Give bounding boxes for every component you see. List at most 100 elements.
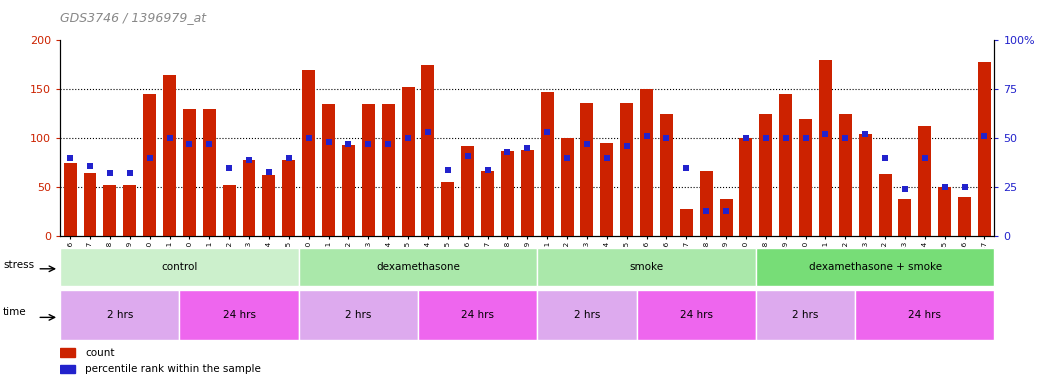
Bar xyxy=(621,103,633,236)
Text: time: time xyxy=(3,307,27,318)
Bar xyxy=(541,92,553,236)
Bar xyxy=(322,104,335,236)
Point xyxy=(976,133,992,139)
Bar xyxy=(282,160,295,236)
Bar xyxy=(441,182,455,236)
Point xyxy=(717,208,734,214)
Bar xyxy=(640,89,653,236)
Bar xyxy=(719,199,733,236)
Bar xyxy=(700,170,713,236)
Text: 2 hrs: 2 hrs xyxy=(346,310,372,320)
Bar xyxy=(302,70,316,236)
Bar xyxy=(60,290,180,340)
Bar xyxy=(636,290,756,340)
Bar xyxy=(501,151,514,236)
Point xyxy=(439,167,456,173)
Bar xyxy=(739,138,753,236)
Bar xyxy=(104,185,116,236)
Point xyxy=(519,145,536,151)
Point xyxy=(578,141,595,147)
Text: percentile rank within the sample: percentile rank within the sample xyxy=(85,364,261,374)
Bar xyxy=(799,119,812,236)
Bar xyxy=(660,114,673,236)
Bar xyxy=(580,103,594,236)
Bar xyxy=(183,109,196,236)
Point xyxy=(837,135,853,141)
Text: dexamethasone + smoke: dexamethasone + smoke xyxy=(809,262,941,272)
Text: dexamethasone: dexamethasone xyxy=(376,262,460,272)
Point xyxy=(360,141,377,147)
Point xyxy=(181,141,197,147)
Bar xyxy=(855,290,994,340)
Point xyxy=(658,135,675,141)
Text: control: control xyxy=(161,262,197,272)
Bar xyxy=(780,94,792,236)
Point xyxy=(599,155,616,161)
Point xyxy=(261,169,277,175)
Bar xyxy=(143,94,156,236)
Text: 24 hrs: 24 hrs xyxy=(222,310,255,320)
Bar xyxy=(243,160,255,236)
Bar xyxy=(878,174,892,236)
Bar xyxy=(938,187,951,236)
Bar xyxy=(600,143,613,236)
Point xyxy=(698,208,714,214)
Bar xyxy=(958,197,972,236)
Point xyxy=(161,135,177,141)
Point xyxy=(936,184,953,190)
Point xyxy=(817,131,834,137)
Text: 24 hrs: 24 hrs xyxy=(908,310,941,320)
Bar xyxy=(60,248,299,286)
Point xyxy=(758,135,774,141)
Bar xyxy=(180,290,299,340)
Bar xyxy=(978,62,991,236)
Text: count: count xyxy=(85,348,114,358)
Point xyxy=(917,155,933,161)
Point xyxy=(678,164,694,170)
Point xyxy=(400,135,416,141)
Bar xyxy=(299,248,538,286)
Point xyxy=(797,135,814,141)
Point xyxy=(738,135,755,141)
Bar xyxy=(299,290,418,340)
Bar xyxy=(481,170,494,236)
Bar xyxy=(421,65,434,236)
Bar xyxy=(760,114,772,236)
Bar xyxy=(263,175,275,236)
Text: 24 hrs: 24 hrs xyxy=(680,310,713,320)
Text: GDS3746 / 1396979_at: GDS3746 / 1396979_at xyxy=(60,12,207,25)
Point xyxy=(857,131,874,137)
Bar xyxy=(561,138,574,236)
Bar xyxy=(899,199,911,236)
Point xyxy=(956,184,973,190)
Point xyxy=(62,155,79,161)
Bar xyxy=(223,185,236,236)
Point xyxy=(280,155,297,161)
Text: 2 hrs: 2 hrs xyxy=(107,310,133,320)
Bar xyxy=(418,290,538,340)
Bar xyxy=(84,172,97,236)
Point xyxy=(460,153,476,159)
Bar xyxy=(839,114,852,236)
Point xyxy=(558,155,575,161)
Bar xyxy=(124,185,136,236)
Point xyxy=(897,186,913,192)
Bar xyxy=(63,163,77,236)
Point xyxy=(321,139,337,145)
Point xyxy=(619,143,635,149)
Point xyxy=(380,141,397,147)
Bar xyxy=(342,145,355,236)
Bar xyxy=(461,146,474,236)
Point xyxy=(141,155,158,161)
Point xyxy=(121,170,138,177)
Bar xyxy=(680,209,692,236)
Point xyxy=(300,135,317,141)
Point xyxy=(539,129,555,136)
Bar xyxy=(402,87,414,236)
Bar xyxy=(858,134,872,236)
Point xyxy=(340,141,357,147)
Point xyxy=(241,157,257,163)
Point xyxy=(499,149,516,155)
Bar xyxy=(382,104,394,236)
Bar xyxy=(756,248,994,286)
